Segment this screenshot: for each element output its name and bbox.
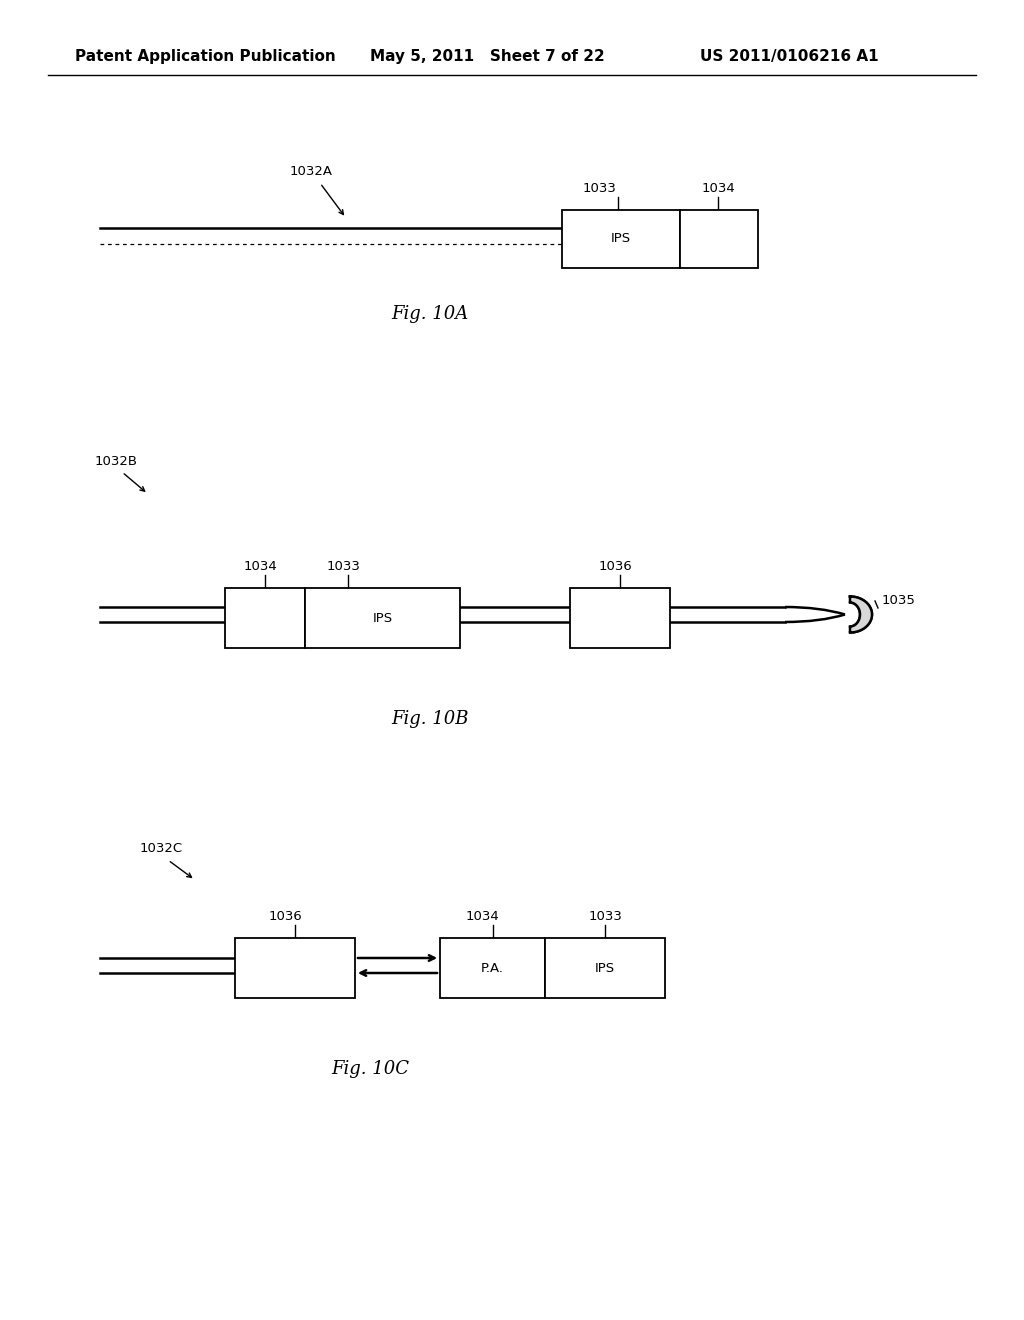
Text: 1036: 1036 bbox=[268, 909, 302, 923]
Text: Fig. 10C: Fig. 10C bbox=[331, 1060, 409, 1078]
Text: 1032A: 1032A bbox=[290, 165, 333, 178]
Text: US 2011/0106216 A1: US 2011/0106216 A1 bbox=[700, 49, 879, 65]
Text: Patent Application Publication: Patent Application Publication bbox=[75, 49, 336, 65]
Bar bbox=[225, 587, 305, 648]
Text: Fig. 10B: Fig. 10B bbox=[391, 710, 469, 729]
Polygon shape bbox=[850, 597, 872, 632]
Text: 1036: 1036 bbox=[598, 560, 632, 573]
Text: May 5, 2011   Sheet 7 of 22: May 5, 2011 Sheet 7 of 22 bbox=[370, 49, 605, 65]
Bar bbox=[562, 210, 680, 268]
Bar bbox=[545, 939, 665, 998]
Text: IPS: IPS bbox=[611, 232, 631, 246]
Bar bbox=[440, 939, 545, 998]
Text: 1034: 1034 bbox=[466, 909, 500, 923]
Text: 1034: 1034 bbox=[243, 560, 276, 573]
Bar bbox=[234, 939, 355, 998]
Bar bbox=[570, 587, 670, 648]
Text: 1035: 1035 bbox=[882, 594, 915, 606]
Text: 1032C: 1032C bbox=[140, 842, 183, 855]
Text: IPS: IPS bbox=[595, 961, 615, 974]
Bar bbox=[680, 210, 758, 268]
Text: 1033: 1033 bbox=[588, 909, 622, 923]
Bar bbox=[305, 587, 460, 648]
Text: P.A.: P.A. bbox=[481, 961, 504, 974]
Text: IPS: IPS bbox=[373, 611, 392, 624]
Text: 1032B: 1032B bbox=[95, 455, 138, 469]
Text: 1033: 1033 bbox=[583, 182, 616, 195]
Text: Fig. 10A: Fig. 10A bbox=[391, 305, 469, 323]
Text: 1033: 1033 bbox=[326, 560, 360, 573]
Text: 1034: 1034 bbox=[701, 182, 735, 195]
